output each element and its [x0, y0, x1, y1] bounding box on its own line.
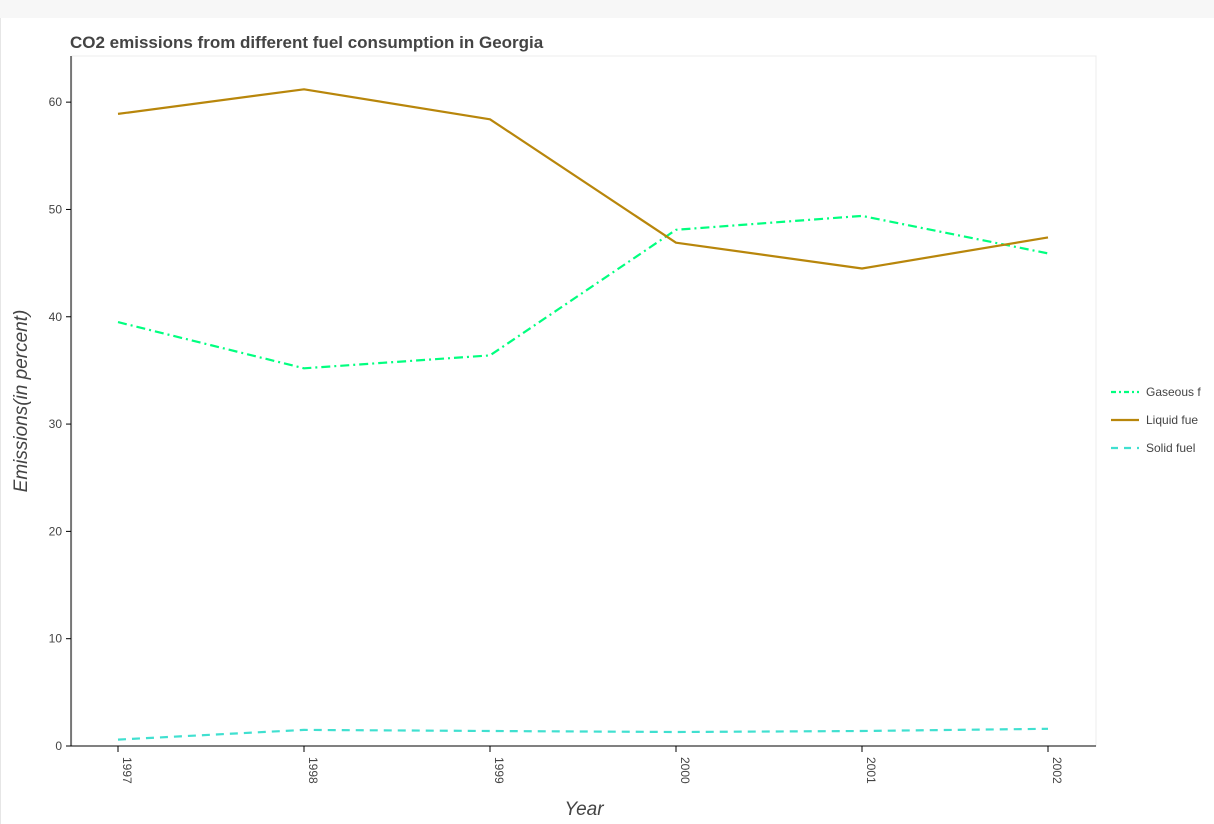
y-tick-label: 10 — [49, 632, 63, 646]
y-tick-label: 60 — [49, 95, 63, 109]
legend-label: Solid fuel — [1146, 441, 1195, 455]
plot-area — [71, 55, 1097, 747]
x-tick-label: 2002 — [1050, 757, 1064, 784]
y-tick-label: 30 — [49, 417, 63, 431]
x-tick-label: 1998 — [306, 757, 320, 784]
y-ticks: 0 10 20 30 40 50 60 — [49, 95, 71, 753]
series-line-liquid-fuel — [117, 88, 1049, 270]
y-tick-label: 0 — [55, 739, 62, 753]
y-axis-label: Emissions(in percent) — [11, 310, 32, 493]
legend: Gaseous f Liquid fue Solid fuel — [1111, 385, 1201, 455]
series-line-solid-fuel — [117, 727, 1049, 741]
x-ticks: 1997 1998 1999 2000 2001 2002 — [117, 746, 1064, 784]
series-layer — [117, 88, 1049, 741]
legend-label: Liquid fue — [1146, 413, 1198, 427]
x-tick-label: 1999 — [492, 757, 506, 784]
y-tick-label: 50 — [49, 202, 63, 216]
series-line-gaseous-fuel — [117, 214, 1049, 370]
x-tick-label: 2001 — [864, 757, 878, 784]
x-tick-label: 2000 — [678, 757, 692, 784]
x-tick-label: 1997 — [120, 757, 134, 784]
chart-title: CO2 emissions from different fuel consum… — [70, 33, 544, 52]
legend-label: Gaseous f — [1146, 385, 1201, 399]
x-axis-label: Year — [564, 799, 604, 820]
y-tick-label: 20 — [49, 524, 63, 538]
y-tick-label: 40 — [49, 310, 63, 324]
